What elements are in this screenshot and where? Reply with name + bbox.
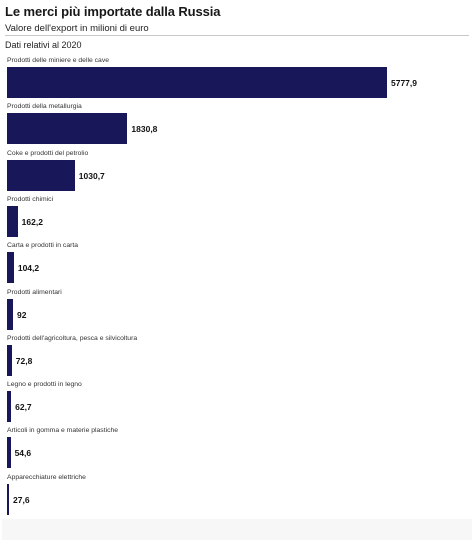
bar <box>7 159 75 191</box>
category-label: Legno e prodotti in legno <box>7 381 82 389</box>
footer-bar <box>2 519 472 540</box>
chart-header: Le merci più importate dalla Russia Valo… <box>5 4 469 35</box>
value-label: 54,6 <box>14 448 32 459</box>
chart-title: Le merci più importate dalla Russia <box>5 4 221 19</box>
bar <box>7 113 128 145</box>
category-label: Prodotti della metallurgia <box>7 103 82 111</box>
value-label: 162,2 <box>21 216 43 227</box>
value-label: 5777,9 <box>391 78 417 88</box>
bar <box>7 483 9 515</box>
category-label: Prodotti dell'agricoltura, pesca e silvi… <box>7 334 138 342</box>
category-label: Apparecchiature elettriche <box>7 473 86 481</box>
bar <box>7 252 14 284</box>
chart-subtitle: Valore dell'export in milioni di euro <box>5 23 149 34</box>
category-label: Articoli in gomma e materie plastiche <box>7 427 119 435</box>
value-label: 92 <box>17 309 27 320</box>
bar <box>7 344 12 376</box>
value-label: 1030,7 <box>78 170 105 181</box>
value-label: 62,7 <box>15 402 32 413</box>
bar <box>7 67 387 98</box>
category-label: Prodotti chimici <box>7 195 54 203</box>
bar <box>7 391 12 423</box>
value-label: 104,2 <box>17 263 40 274</box>
bar <box>7 298 14 330</box>
value-label: 27,6 <box>13 494 30 505</box>
data-note: Dati relativi al 2020 <box>5 40 82 50</box>
value-label: 1830,8 <box>131 124 158 135</box>
value-label: 72,8 <box>15 355 33 366</box>
category-label: Prodotti delle miniere e delle cave <box>7 57 110 64</box>
header-divider <box>5 35 469 36</box>
category-label: Prodotti alimentari <box>7 288 62 296</box>
category-label: Carta e prodotti in carta <box>7 242 79 250</box>
category-label: Coke e prodotti del petrolio <box>7 149 89 157</box>
bar <box>7 205 18 237</box>
bar-chart: Prodotti delle miniere e delle cave 5777,… <box>0 56 474 516</box>
bar <box>7 437 11 469</box>
